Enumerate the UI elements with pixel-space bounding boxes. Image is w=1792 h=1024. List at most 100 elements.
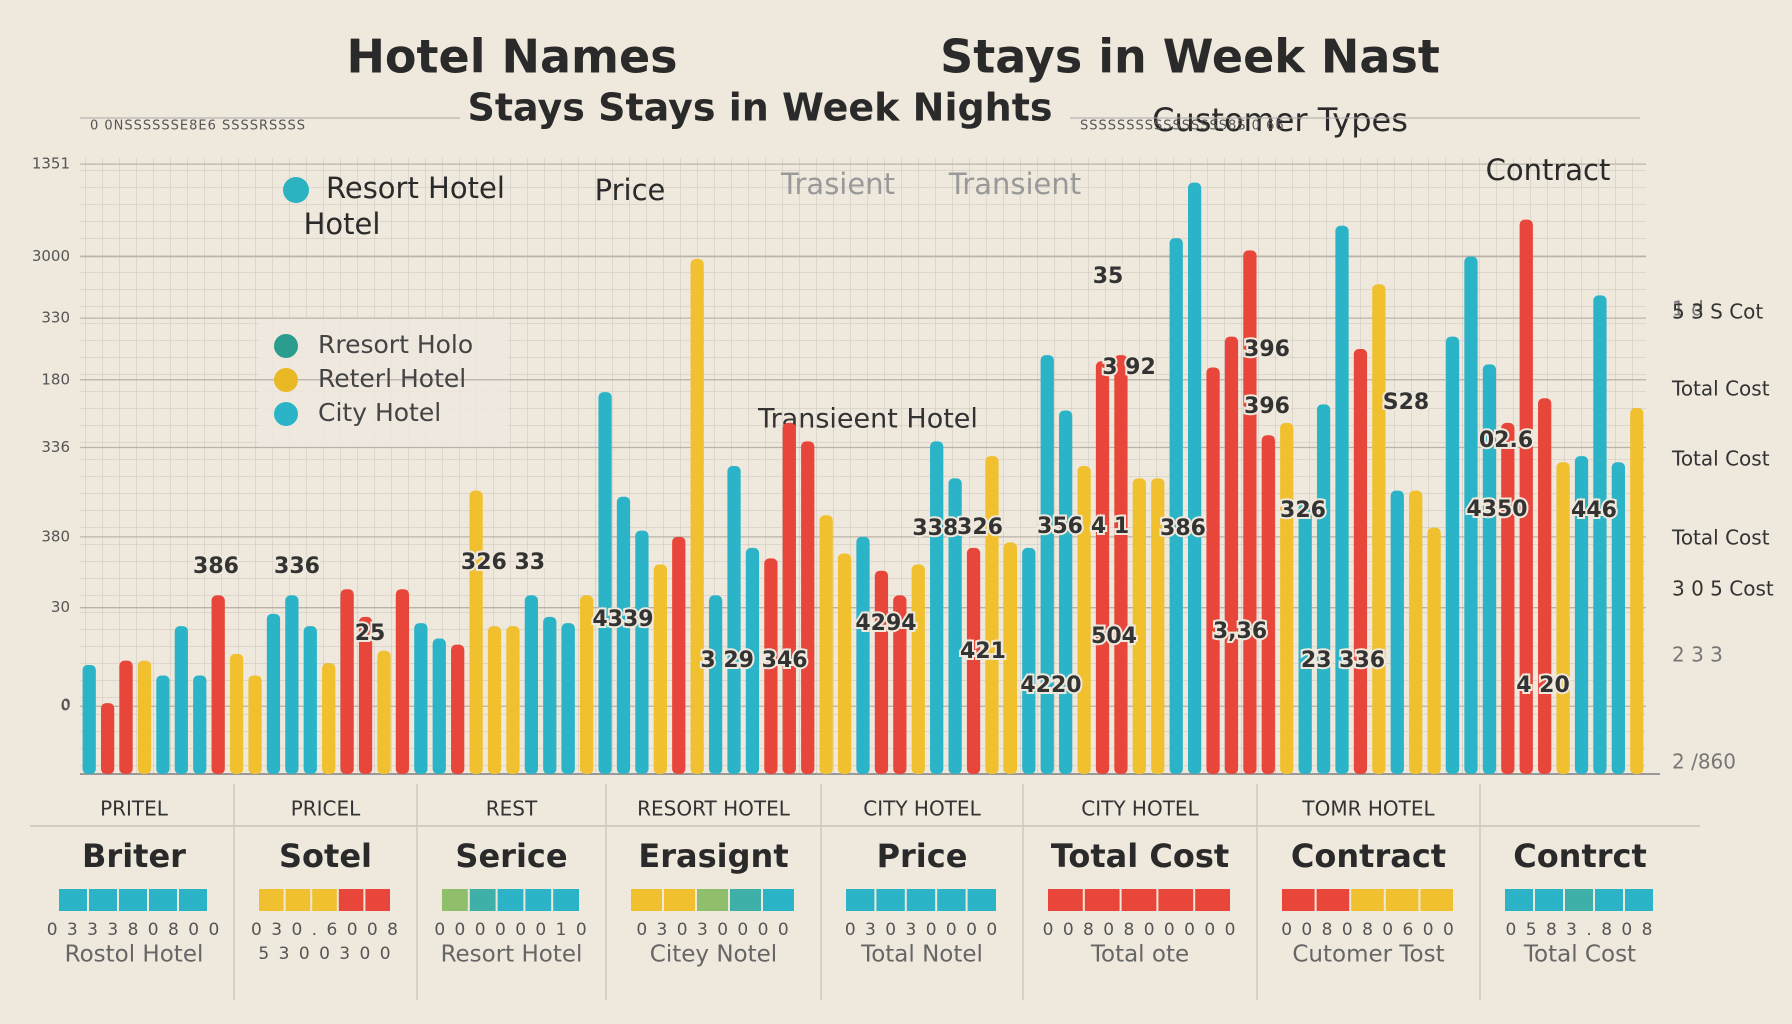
bar (487, 626, 502, 774)
bar (708, 595, 723, 774)
table-title: Contract (1291, 837, 1446, 875)
table-footer: Total Notel (860, 942, 983, 968)
bar (1501, 422, 1515, 774)
color-strip (937, 889, 966, 911)
data-label: 4339 (592, 607, 653, 632)
table-footer: Rostol Hotel (65, 942, 204, 968)
color-strip (469, 889, 496, 911)
data-label: 35 (1093, 264, 1124, 289)
bar (156, 675, 170, 774)
legend-label: Reterl Hotel (318, 364, 466, 393)
bar (1059, 410, 1073, 774)
bar (1114, 355, 1128, 774)
bar (1132, 478, 1146, 774)
bar (874, 570, 889, 774)
y-tick-label: 30 (51, 598, 70, 616)
bar (248, 675, 262, 774)
color-strip (1282, 889, 1315, 911)
table-number: 0 0 8 0 8 0 0 0 0 0 (1043, 920, 1238, 940)
data-label: 396 (1244, 337, 1290, 362)
table-title: Sotel (279, 837, 372, 875)
bar (395, 589, 410, 774)
bar (1538, 398, 1552, 774)
color-strip (497, 889, 524, 911)
data-label: 504 (1091, 624, 1137, 649)
bar (340, 589, 354, 774)
bar (580, 595, 594, 774)
table-header: REST (486, 797, 538, 821)
bar (322, 663, 336, 774)
right-label: 3 0 5 Cost (1672, 577, 1774, 601)
legend-label: Contract (1486, 153, 1611, 187)
right-label: 2 /860 (1672, 750, 1736, 774)
color-strip (149, 889, 177, 911)
color-strip (664, 889, 695, 911)
data-label: 3386 (912, 516, 973, 541)
subtitle: Stays Stays in Week Nights (467, 86, 1052, 130)
bar (893, 595, 907, 774)
bar (229, 653, 244, 774)
bar (745, 547, 760, 774)
table-title: Price (877, 837, 968, 875)
color-strip (259, 889, 284, 911)
data-label: 3 29 346 (700, 648, 807, 673)
bar (616, 496, 631, 774)
bar (1169, 238, 1183, 774)
color-strip (1048, 889, 1083, 911)
data-label: 3 92 (1102, 355, 1156, 380)
y-tick-label: 336 (41, 438, 70, 456)
legend-label: City Hotel (318, 398, 441, 427)
color-strip (59, 889, 87, 911)
color-strip (1158, 889, 1194, 911)
color-strip (876, 889, 905, 911)
bar (1427, 527, 1441, 774)
bar (1187, 182, 1202, 774)
bar (377, 650, 391, 774)
bar (1630, 408, 1644, 774)
color-strip (1625, 889, 1653, 911)
title: Hotel Names (346, 30, 677, 84)
color-strip (1121, 889, 1157, 911)
bar (1390, 490, 1404, 774)
color-strip (1195, 889, 1230, 911)
data-label: 4 1 (1091, 514, 1129, 539)
bar (1409, 490, 1423, 774)
table-header: CITY HOTEL (1081, 797, 1199, 821)
bar (1372, 284, 1386, 774)
bar (1095, 361, 1110, 774)
data-label: 326 (1280, 498, 1326, 523)
table-title: Erasignt (638, 837, 788, 875)
bar (598, 392, 612, 774)
title-right: Stays in Week Nast (940, 30, 1440, 84)
legend-label: Resort Hotel (326, 171, 505, 205)
bar (524, 595, 539, 774)
bar (764, 558, 778, 774)
data-label: 23 336 (1301, 648, 1385, 673)
table-subnumber: 5 3 0 0 3 0 0 (258, 944, 392, 964)
y-tick-label: 180 (41, 370, 70, 388)
table-header: PRITEL (100, 797, 169, 821)
bar (856, 536, 870, 774)
data-label: 326 (957, 515, 1003, 540)
right-label: Total Cost (1671, 526, 1770, 550)
data-label: 386 (1160, 516, 1206, 541)
bar (1335, 225, 1349, 774)
legend-marker (283, 177, 309, 203)
color-strip (1420, 889, 1453, 911)
subtitle-right: Customer Types (1152, 101, 1408, 139)
data-label: 356 (1037, 514, 1083, 539)
bar (561, 623, 575, 774)
color-strip (1595, 889, 1623, 911)
color-strip (285, 889, 311, 911)
table-title: Contrct (1513, 837, 1647, 875)
bar (414, 623, 428, 774)
legend-marker (274, 334, 298, 358)
y-tick-label: 330 (41, 309, 70, 327)
bar (119, 660, 133, 774)
table-number: 0 5 8 3 . 8 0 8 (1506, 920, 1655, 940)
bar (1445, 336, 1460, 774)
bar (1206, 367, 1220, 774)
bar (1022, 547, 1036, 774)
color-strip (1351, 889, 1384, 911)
